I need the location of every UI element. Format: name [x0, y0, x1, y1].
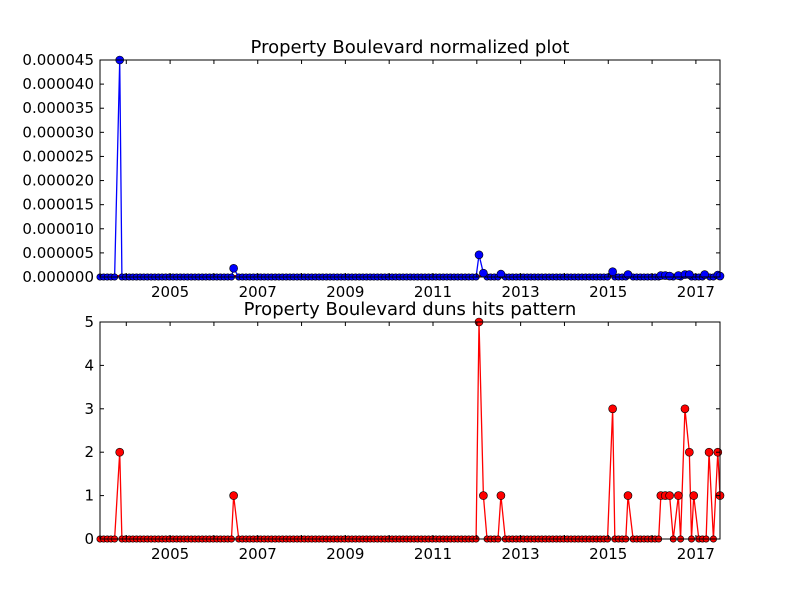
normalized-y-tick-label: 0.000025 — [22, 147, 94, 165]
duns-hits-data-point — [689, 491, 699, 500]
normalized-y-tick-label: 0.000020 — [22, 172, 94, 190]
normalized-x-tick-label: 2011 — [414, 283, 452, 301]
normalized-x-tick-label: 2013 — [502, 283, 540, 301]
normalized-plot-frame — [99, 59, 721, 278]
duns-hits-y-tick-label: 2 — [84, 443, 94, 461]
normalized-plot-area — [100, 60, 720, 277]
normalized-data-point — [479, 268, 488, 278]
duns-hits-data-point — [665, 491, 674, 500]
duns-hits-data-point — [229, 491, 238, 500]
duns-hits-plot-area — [100, 322, 720, 539]
duns-hits-x-tick-label: 2005 — [151, 545, 189, 563]
normalized-axes: 2005 2007 2009 2011 2013 2015 2017 0.000000 0.00… — [22, 51, 720, 301]
duns-hits-y-tick-label: 0 — [84, 530, 94, 548]
normalized-data-point — [665, 271, 674, 281]
normalized-x-tick-label: 2009 — [326, 283, 364, 301]
normalized-data-point — [496, 269, 506, 279]
duns-hits-x-tick-label: 2007 — [239, 545, 277, 563]
normalized-plot-panel: Property Boulevard normalized plot 2005 2… — [22, 37, 725, 301]
duns-hits-y-tick-label: 3 — [84, 400, 94, 418]
duns-hits-x-tick-label: 2015 — [589, 545, 627, 563]
normalized-plot-title: Property Boulevard normalized plot — [251, 37, 570, 58]
duns-hits-x-tick-label: 2011 — [414, 545, 452, 563]
normalized-data-point — [608, 267, 617, 277]
duns-hits-data-point — [479, 491, 488, 500]
normalized-y-tick-label: 0.000015 — [22, 196, 94, 214]
normalized-y-tick-label: 0.000040 — [22, 75, 94, 93]
duns-hits-data-point — [496, 491, 506, 500]
duns-hits-title: Property Boulevard duns hits pattern — [244, 299, 577, 320]
duns-hits-y-tick-label: 1 — [84, 487, 94, 505]
normalized-x-tick-label: 2017 — [677, 283, 715, 301]
duns-hits-y-tick-label: 4 — [84, 356, 94, 374]
normalized-data-point — [474, 250, 484, 260]
duns-hits-y-tick-label: 5 — [84, 313, 94, 331]
duns-hits-axes: 2005 2007 2009 2011 2013 2015 2017 0 1 2 3 4 5 — [84, 313, 720, 563]
normalized-y-tick-label: 0.000030 — [22, 123, 94, 141]
duns-hits-data-point — [623, 491, 633, 500]
duns-hits-x-tick-label: 2017 — [677, 545, 715, 563]
duns-hits-panel: Property Boulevard duns hits pattern 200… — [84, 299, 725, 563]
normalized-x-tick-label: 2007 — [239, 283, 277, 301]
normalized-x-tick-label: 2015 — [589, 283, 627, 301]
normalized-y-tick-label: 0.000000 — [22, 268, 94, 286]
normalized-y-tick-label: 0.000035 — [22, 99, 94, 117]
normalized-y-tick-label: 0.000005 — [22, 244, 94, 262]
duns-hits-data-point — [608, 404, 617, 414]
normalized-y-tick-label: 0.000045 — [22, 51, 94, 69]
duns-hits-data-point — [674, 491, 683, 500]
duns-hits-plot-frame — [99, 321, 721, 540]
duns-hits-data-point — [680, 404, 690, 414]
normalized-x-tick-label: 2005 — [151, 283, 189, 301]
duns-hits-data-point — [685, 447, 694, 457]
normalized-y-tick-label: 0.000010 — [22, 220, 94, 238]
normalized-data-point — [229, 264, 238, 273]
duns-hits-x-tick-label: 2009 — [326, 545, 364, 563]
duns-hits-data-point — [704, 447, 714, 457]
duns-hits-x-tick-label: 2013 — [502, 545, 540, 563]
duns-hits-data-point — [115, 447, 125, 457]
